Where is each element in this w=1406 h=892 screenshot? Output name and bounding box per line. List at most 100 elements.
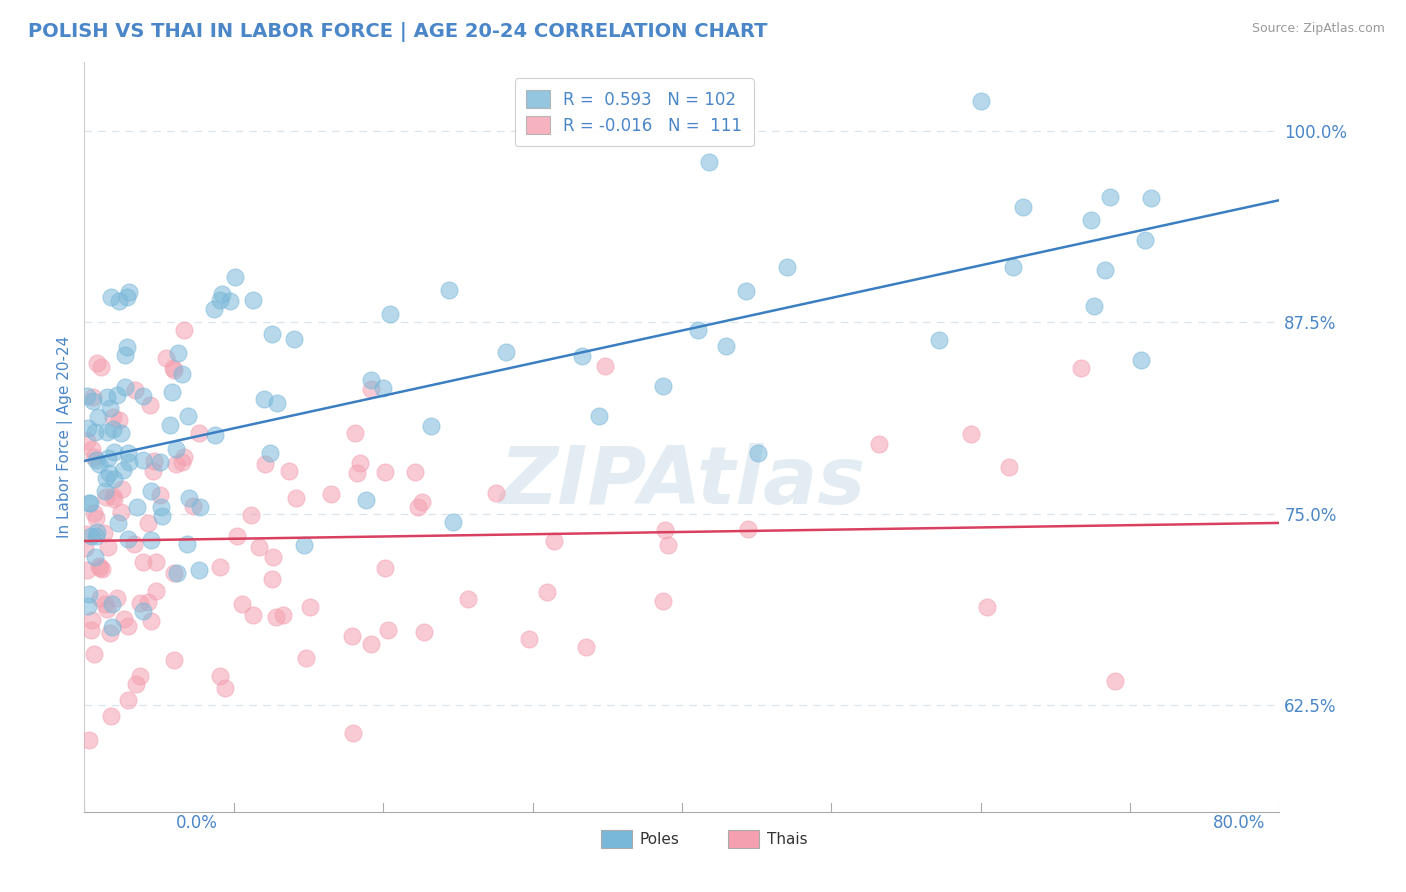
Point	[176, 537, 198, 551]
Point	[374, 465, 396, 479]
Point	[170, 455, 193, 469]
Point	[83, 648, 105, 662]
Point	[83, 425, 105, 440]
Point	[356, 492, 378, 507]
Point	[98, 626, 121, 640]
Point	[76, 563, 98, 577]
Point	[89, 560, 111, 574]
Point	[264, 610, 287, 624]
Point	[437, 283, 460, 297]
Point	[125, 677, 148, 691]
Point	[83, 450, 105, 464]
Point	[98, 467, 121, 481]
Point	[82, 613, 104, 627]
Point	[132, 555, 155, 569]
Point	[110, 505, 132, 519]
Point	[101, 619, 124, 633]
Point	[1011, 200, 1033, 214]
Point	[76, 434, 98, 448]
Point	[177, 409, 200, 423]
Point	[204, 428, 226, 442]
Point	[105, 591, 128, 605]
Point	[1098, 190, 1121, 204]
Point	[218, 294, 240, 309]
Point	[76, 527, 98, 541]
Point	[283, 332, 305, 346]
Point	[94, 483, 117, 498]
Point	[96, 602, 118, 616]
Point	[80, 442, 103, 457]
Point	[89, 591, 111, 605]
Point	[349, 457, 371, 471]
Point	[98, 401, 121, 415]
Point	[166, 566, 188, 580]
Point	[103, 491, 125, 506]
Point	[94, 597, 117, 611]
Point	[149, 488, 172, 502]
Point	[101, 598, 124, 612]
Point	[138, 594, 160, 608]
Point	[344, 425, 367, 440]
Point	[136, 516, 159, 530]
Point	[75, 541, 97, 555]
Point	[80, 529, 103, 543]
Point	[127, 500, 149, 515]
Point	[262, 327, 284, 342]
Point	[187, 563, 209, 577]
Point	[76, 389, 98, 403]
Point	[103, 444, 125, 458]
Point	[163, 653, 186, 667]
Point	[1104, 673, 1126, 688]
Point	[457, 591, 479, 606]
Point	[110, 425, 132, 440]
Point	[1070, 360, 1092, 375]
Point	[118, 455, 141, 469]
Point	[225, 529, 247, 543]
Point	[277, 464, 299, 478]
Point	[208, 293, 231, 308]
Point	[170, 367, 193, 381]
Text: 0.0%: 0.0%	[176, 814, 218, 831]
Point	[167, 346, 190, 360]
Point	[80, 624, 103, 638]
Point	[697, 155, 720, 169]
Point	[139, 614, 162, 628]
Point	[97, 450, 120, 465]
Point	[657, 538, 679, 552]
Point	[82, 390, 104, 404]
Point	[360, 637, 382, 651]
Point	[188, 500, 211, 515]
Point	[735, 284, 758, 298]
Point	[404, 465, 426, 479]
Point	[103, 472, 125, 486]
Point	[163, 566, 186, 580]
Point	[124, 537, 146, 551]
Point	[149, 455, 172, 469]
Point	[419, 419, 441, 434]
Point	[295, 650, 318, 665]
Point	[1129, 353, 1152, 368]
Text: POLISH VS THAI IN LABOR FORCE | AGE 20-24 CORRELATION CHART: POLISH VS THAI IN LABOR FORCE | AGE 20-2…	[28, 22, 768, 42]
Point	[247, 541, 270, 555]
Point	[114, 348, 136, 362]
Point	[208, 668, 231, 682]
Point	[208, 559, 231, 574]
Point	[686, 323, 709, 337]
Point	[495, 344, 517, 359]
Point	[1094, 263, 1116, 277]
Point	[373, 381, 395, 395]
Point	[83, 506, 105, 520]
Y-axis label: In Labor Force | Age 20-24: In Labor Force | Age 20-24	[58, 336, 73, 538]
Point	[93, 525, 115, 540]
Text: Poles: Poles	[638, 832, 679, 847]
Text: Source: ZipAtlas.com: Source: ZipAtlas.com	[1251, 22, 1385, 36]
Point	[142, 454, 165, 468]
Point	[588, 409, 610, 423]
Point	[484, 485, 506, 500]
Point	[115, 290, 138, 304]
Point	[517, 632, 540, 646]
Point	[321, 487, 343, 501]
Point	[652, 594, 675, 608]
Point	[776, 260, 799, 274]
Point	[188, 426, 211, 441]
